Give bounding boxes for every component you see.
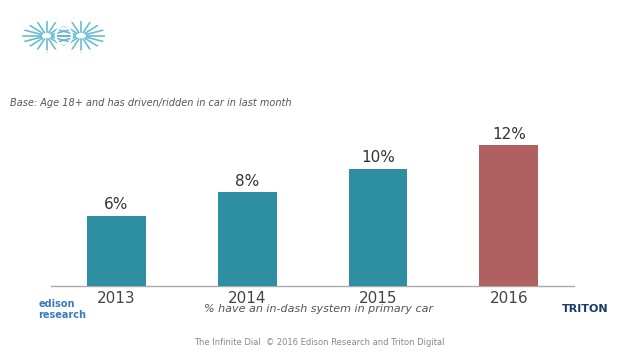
Text: Entertainment Systems: Entertainment Systems <box>140 60 436 80</box>
Text: TRITON: TRITON <box>561 304 608 314</box>
Text: THE INFINITE DIAL: THE INFINITE DIAL <box>32 58 77 63</box>
Text: Base: Age 18+ and has driven/ridden in car in last month: Base: Age 18+ and has driven/ridden in c… <box>10 98 291 108</box>
Bar <box>348 169 408 286</box>
Text: 6%: 6% <box>104 197 129 212</box>
Text: 8%: 8% <box>235 174 260 189</box>
Text: 12%: 12% <box>492 127 526 142</box>
Text: The Infinite Dial  © 2016 Edison Research and Triton Digital: The Infinite Dial © 2016 Edison Research… <box>194 338 444 347</box>
Text: 2016: 2016 <box>50 66 64 71</box>
Bar <box>218 192 277 286</box>
Text: % have an in-dash system in primary car: % have an in-dash system in primary car <box>204 304 434 314</box>
Text: 10%: 10% <box>361 150 395 165</box>
Text: In-Dash Information and: In-Dash Information and <box>140 24 446 44</box>
Bar <box>87 216 146 286</box>
Bar <box>479 145 538 286</box>
Text: edison
research: edison research <box>38 299 86 320</box>
Text: Estimated
33 Million: Estimated 33 Million <box>424 94 494 125</box>
